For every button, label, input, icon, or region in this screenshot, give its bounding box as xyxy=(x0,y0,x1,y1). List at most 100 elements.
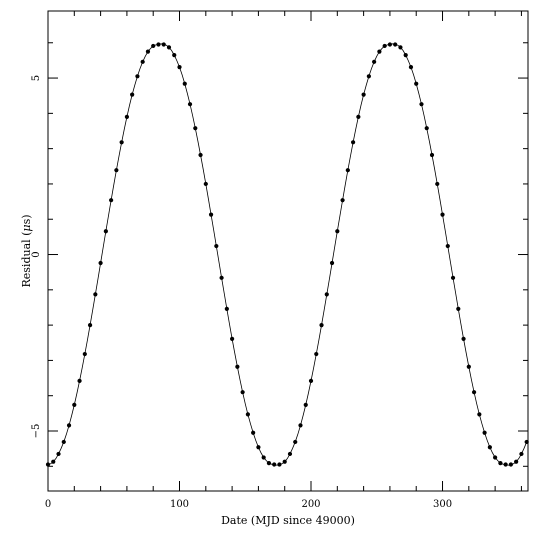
data-point xyxy=(66,423,72,428)
data-point xyxy=(151,43,156,49)
data-point xyxy=(414,81,419,86)
data-point xyxy=(324,292,329,297)
data-point xyxy=(387,42,393,47)
data-point xyxy=(119,140,124,145)
data-point xyxy=(98,260,103,266)
data-point xyxy=(61,439,66,445)
data-point xyxy=(166,45,172,50)
data-point xyxy=(266,461,272,466)
data-point xyxy=(340,198,345,203)
data-point xyxy=(429,152,435,158)
data-point xyxy=(424,126,429,131)
data-point xyxy=(377,49,382,54)
data-point xyxy=(277,462,282,467)
data-point xyxy=(235,364,240,369)
data-point xyxy=(287,451,293,457)
data-point xyxy=(161,42,166,47)
data-point xyxy=(345,168,350,173)
data-point xyxy=(198,152,203,158)
data-point xyxy=(314,351,319,357)
data-point xyxy=(156,42,161,47)
data-point xyxy=(130,92,135,97)
plot-frame xyxy=(47,10,529,492)
data-point xyxy=(403,53,408,58)
data-point xyxy=(303,402,308,407)
x-tick-label: 100 xyxy=(170,499,189,510)
y-tick-label: 0 xyxy=(31,251,42,257)
data-point xyxy=(456,306,461,311)
data-point xyxy=(45,462,51,467)
data-point xyxy=(335,229,340,234)
data-point xyxy=(524,439,529,445)
data-point xyxy=(182,81,187,86)
data-point xyxy=(103,229,108,234)
data-point xyxy=(140,59,145,64)
data-point xyxy=(187,102,193,107)
data-point xyxy=(51,459,56,464)
data-point xyxy=(282,459,287,464)
data-point xyxy=(208,212,214,217)
data-point xyxy=(503,462,508,467)
data-point xyxy=(398,45,403,50)
data-point xyxy=(193,126,198,131)
data-point xyxy=(450,275,456,280)
data-point xyxy=(203,181,208,187)
data-point xyxy=(261,455,266,460)
data-point xyxy=(219,275,224,280)
data-point xyxy=(366,74,371,79)
data-point xyxy=(329,260,335,266)
data-point xyxy=(519,451,524,457)
data-point xyxy=(514,459,519,464)
x-tick-label: 0 xyxy=(45,499,51,510)
data-point xyxy=(124,114,129,119)
data-point xyxy=(256,445,261,450)
data-point xyxy=(440,212,445,217)
data-point xyxy=(82,351,87,357)
data-point xyxy=(466,364,471,369)
x-axis: 0 100 200 300 xyxy=(45,11,522,510)
data-point xyxy=(393,42,398,47)
data-point xyxy=(272,462,277,467)
data-point xyxy=(177,65,182,70)
y-axis-label: Residual (μs) xyxy=(20,214,33,287)
data-point xyxy=(356,114,361,119)
fit-curve xyxy=(47,43,528,466)
data-point xyxy=(351,140,356,145)
data-point xyxy=(498,461,503,466)
data-point xyxy=(114,168,119,173)
data-point xyxy=(230,336,235,341)
data-point xyxy=(135,74,140,79)
data-point xyxy=(93,292,98,297)
data-point xyxy=(251,430,256,435)
data-point xyxy=(435,181,440,187)
data-point xyxy=(477,412,482,417)
data-point xyxy=(172,53,177,58)
data-point xyxy=(471,390,477,395)
data-point xyxy=(224,306,229,311)
data-point xyxy=(56,451,61,457)
y-tick-label: −5 xyxy=(31,424,42,439)
data-point xyxy=(372,59,377,64)
data-point xyxy=(77,378,82,383)
data-point xyxy=(445,243,450,249)
y-axis: −5 0 5 xyxy=(31,42,528,467)
data-point xyxy=(240,390,245,395)
data-point xyxy=(361,92,366,97)
data-point xyxy=(508,462,513,467)
data-point xyxy=(382,43,387,49)
x-tick-label: 300 xyxy=(433,499,452,510)
x-tick-label: 200 xyxy=(301,499,320,510)
data-point xyxy=(493,455,498,460)
data-point xyxy=(109,198,114,203)
data-point xyxy=(245,412,250,417)
data-point xyxy=(482,430,487,435)
data-point xyxy=(319,323,324,328)
data-point xyxy=(87,323,93,328)
x-axis-label: Date (MJD since 49000) xyxy=(221,514,355,527)
data-point xyxy=(298,423,303,428)
data-point xyxy=(72,402,77,407)
data-point xyxy=(419,102,424,107)
y-tick-label: 5 xyxy=(31,75,42,81)
data-points xyxy=(45,42,529,467)
